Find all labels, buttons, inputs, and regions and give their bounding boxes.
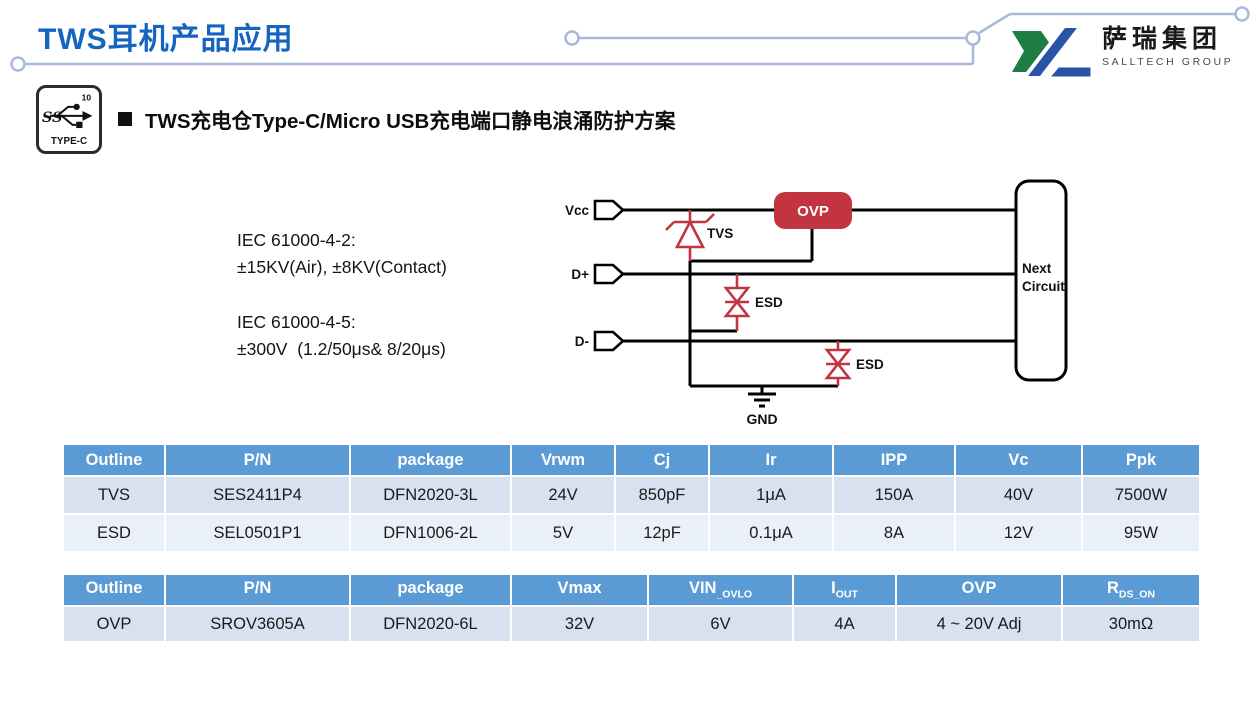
vcc-port-label: Vcc <box>565 203 590 218</box>
cell: 12V <box>954 513 1083 553</box>
col-header: Outline <box>62 443 166 477</box>
col-header: Vrwm <box>510 443 616 477</box>
ovp-block <box>774 192 852 229</box>
esd-diode-dplus-icon <box>723 286 751 318</box>
cell: SES2411P4 <box>164 475 351 515</box>
table-header-row: Outline P/N package Vmax VIN_OVLO IOUT O… <box>62 573 1201 607</box>
cell: TVS <box>62 475 166 515</box>
logo-mark-icon <box>1012 26 1092 78</box>
standard-item: IEC 61000-4-5: ±300V (1.2/50μs& 8/20μs) <box>237 309 447 363</box>
dplus-connector-icon <box>593 263 625 285</box>
esd-dminus-label: ESD <box>856 357 884 372</box>
col-header: Ppk <box>1081 443 1201 477</box>
next-circuit-block <box>1014 179 1068 382</box>
esd-diode-dminus-icon <box>824 348 852 380</box>
cell: SROV3605A <box>164 605 351 643</box>
type-c-usb-icon: SS 10 TYPE-C <box>36 85 102 154</box>
cell: 7500W <box>1081 475 1201 515</box>
standards-block: IEC 61000-4-2: ±15KV(Air), ±8KV(Contact)… <box>237 227 447 391</box>
table-row-tvs: TVS SES2411P4 DFN2020-3L 24V 850pF 1μA 1… <box>62 475 1201 515</box>
page-title: TWS耳机产品应用 <box>38 23 294 56</box>
cell: DFN2020-3L <box>349 475 512 515</box>
logo-company-name: 萨瑞集团 <box>1102 25 1223 53</box>
cell: 1μA <box>708 475 834 515</box>
standard-code: IEC 61000-4-2: <box>237 230 356 250</box>
cell: 24V <box>510 475 616 515</box>
cell: OVP <box>62 605 166 643</box>
cell: ESD <box>62 513 166 553</box>
cell: 40V <box>954 475 1083 515</box>
company-logo: 萨瑞集团 SALLTECH GROUP <box>1012 25 1234 78</box>
col-header: Outline <box>62 573 166 607</box>
cell: 850pF <box>614 475 710 515</box>
ovp-spec-table: Outline P/N package Vmax VIN_OVLO IOUT O… <box>62 573 1201 643</box>
ovp-block-label: OVP <box>797 203 829 220</box>
cell: 32V <box>510 605 649 643</box>
col-header: Cj <box>614 443 710 477</box>
next-circuit-label-line2: Circuit <box>1022 279 1065 294</box>
logo-company-name-en: SALLTECH GROUP <box>1102 55 1234 68</box>
col-header: package <box>349 443 512 477</box>
ground-symbol-icon <box>748 392 776 408</box>
cell: 8A <box>832 513 956 553</box>
bullet-square-icon <box>118 112 132 126</box>
cell: 150A <box>832 475 956 515</box>
table-row-esd: ESD SEL0501P1 DFN1006-2L 5V 12pF 0.1μA 8… <box>62 513 1201 553</box>
cell: DFN1006-2L <box>349 513 512 553</box>
dplus-port-label: D+ <box>571 267 589 282</box>
cell: 4 ~ 20V Adj <box>895 605 1063 643</box>
standard-value: ±15KV(Air), ±8KV(Contact) <box>237 257 447 277</box>
usb-ss-label: SS <box>42 109 62 126</box>
logo-text: 萨瑞集团 SALLTECH GROUP <box>1102 25 1234 68</box>
tvs-diode-icon <box>665 213 715 249</box>
col-header: P/N <box>164 573 351 607</box>
tvs-esd-spec-table: Outline P/N package Vrwm Cj Ir IPP Vc Pp… <box>62 443 1201 553</box>
section-heading: TWS充电仓Type-C/Micro USB充电端口静电浪涌防护方案 <box>145 110 676 133</box>
dminus-connector-icon <box>593 330 625 352</box>
cell: 0.1μA <box>708 513 834 553</box>
col-header: P/N <box>164 443 351 477</box>
col-header: RDS_ON <box>1061 573 1201 607</box>
cell: 4A <box>792 605 897 643</box>
gnd-label: GND <box>746 411 777 427</box>
standard-value: ±300V (1.2/50μs& 8/20μs) <box>237 339 446 359</box>
col-header: package <box>349 573 512 607</box>
col-header: IPP <box>832 443 956 477</box>
standard-code: IEC 61000-4-5: <box>237 312 356 332</box>
cell: 30mΩ <box>1061 605 1201 643</box>
dminus-port-label: D- <box>575 334 589 349</box>
protection-circuit-diagram: GND Vcc D+ D- <box>565 179 1068 427</box>
esd-dplus-label: ESD <box>755 295 783 310</box>
cell: 95W <box>1081 513 1201 553</box>
decor-circuit-lines <box>10 6 1250 72</box>
cell: 5V <box>510 513 616 553</box>
cell: SEL0501P1 <box>164 513 351 553</box>
type-c-label: TYPE-C <box>51 136 87 147</box>
col-header: IOUT <box>792 573 897 607</box>
col-header: Ir <box>708 443 834 477</box>
tvs-label: TVS <box>707 226 733 241</box>
cell: DFN2020-6L <box>349 605 512 643</box>
cell: 6V <box>647 605 794 643</box>
next-circuit-label-line1: Next <box>1022 261 1052 276</box>
col-header: Vmax <box>510 573 649 607</box>
col-header: OVP <box>895 573 1063 607</box>
table-row-ovp: OVP SROV3605A DFN2020-6L 32V 6V 4A 4 ~ 2… <box>62 605 1201 643</box>
cell: 12pF <box>614 513 710 553</box>
vcc-connector-icon <box>593 199 625 221</box>
table-header-row: Outline P/N package Vrwm Cj Ir IPP Vc Pp… <box>62 443 1201 477</box>
section-heading-row: TWS充电仓Type-C/Micro USB充电端口静电浪涌防护方案 <box>118 104 675 134</box>
usb-pin-count: 10 <box>82 93 92 103</box>
col-header: VIN_OVLO <box>647 573 794 607</box>
col-header: Vc <box>954 443 1083 477</box>
standard-item: IEC 61000-4-2: ±15KV(Air), ±8KV(Contact) <box>237 227 447 281</box>
